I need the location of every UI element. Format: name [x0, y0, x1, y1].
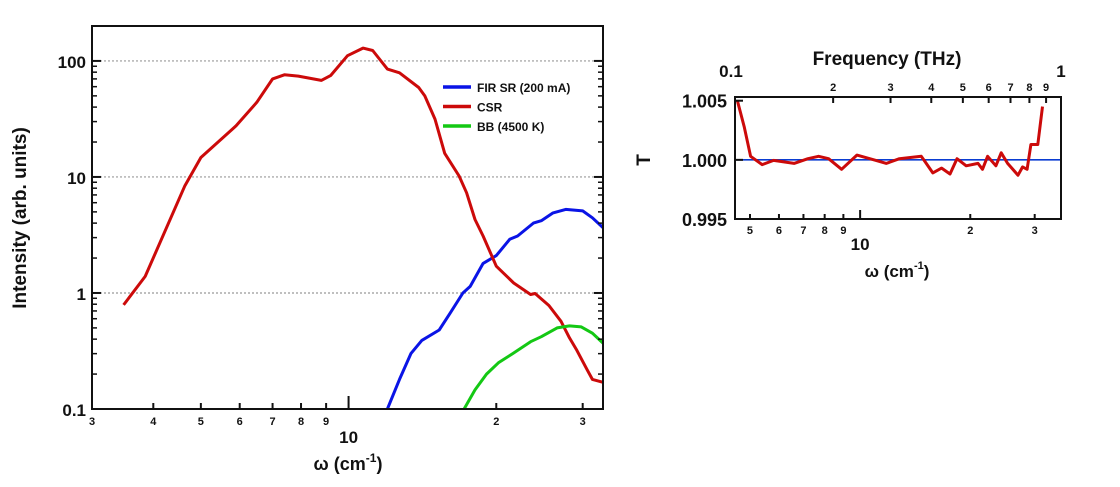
- x-axis-label: ω (cm-1): [865, 260, 930, 281]
- x-tick-label: 2: [967, 225, 973, 237]
- x-tick-label: 8: [822, 225, 828, 237]
- x-tick-label: 3: [1032, 225, 1038, 237]
- series-line-fir: [386, 207, 603, 409]
- legend: FIR SR (200 mA) CSR BB (4500 K): [443, 81, 570, 134]
- top-x-tick-label: 1: [1056, 62, 1065, 81]
- y-tick-label: 1.000: [682, 151, 727, 171]
- top-x-tick-label: 7: [1007, 82, 1013, 94]
- y-tick-label: 0.1: [62, 401, 86, 420]
- top-x-tick-label: 4: [928, 82, 935, 94]
- series-line-t: [735, 100, 1044, 177]
- x-tick-label: 7: [269, 416, 275, 428]
- legend-label: FIR SR (200 mA): [477, 81, 570, 95]
- plot-frame: [734, 96, 1062, 220]
- series-line-csr: [122, 46, 603, 384]
- top-x-tick-label: 2: [830, 82, 836, 94]
- x-tick-label: 5: [747, 225, 753, 237]
- top-x-tick-label: 8: [1026, 82, 1032, 94]
- y-axis-label: T: [634, 154, 655, 166]
- series-line-bb: [462, 324, 603, 409]
- x-tick-label: 6: [237, 416, 243, 428]
- x-tick-label: 10: [851, 235, 870, 254]
- intensity-chart: 0.1 1 10 100 3 4 5 6 7 8 9 10 2 3 FIR SR (200 mA) CSR B…: [10, 25, 604, 474]
- top-x-tick-label: 5: [960, 82, 966, 94]
- x-tick-label: 4: [150, 416, 157, 428]
- y-axis-label: Intensity (arb. units): [10, 127, 31, 309]
- x-tick-label: 9: [323, 416, 329, 428]
- x-tick-label: 9: [840, 225, 846, 237]
- y-tick-label: 100: [58, 53, 86, 72]
- legend-label: BB (4500 K): [477, 120, 544, 134]
- x-tick-label: 3: [580, 416, 586, 428]
- x-tick-label: 2: [493, 416, 499, 428]
- y-tick-label: 1: [77, 285, 86, 304]
- plot-frame: [91, 25, 604, 410]
- y-tick-label: 10: [67, 169, 86, 188]
- top-x-tick-label: 3: [887, 82, 893, 94]
- top-axis-title: Frequency (THz): [813, 49, 962, 70]
- x-tick-label: 7: [800, 225, 806, 237]
- x-axis-label: ω (cm-1): [314, 451, 383, 474]
- y-tick-label: 1.005: [682, 92, 727, 112]
- x-tick-label: 3: [89, 416, 95, 428]
- top-x-tick-label: 6: [986, 82, 992, 94]
- top-x-tick-label: 0.1: [719, 62, 743, 81]
- x-tick-label: 10: [339, 428, 358, 447]
- x-tick-label: 5: [198, 416, 204, 428]
- top-x-tick-label: 9: [1043, 82, 1049, 94]
- y-tick-label: 0.995: [682, 210, 727, 230]
- x-tick-label: 8: [298, 416, 304, 428]
- x-tick-label: 6: [776, 225, 782, 237]
- legend-label: CSR: [477, 101, 503, 115]
